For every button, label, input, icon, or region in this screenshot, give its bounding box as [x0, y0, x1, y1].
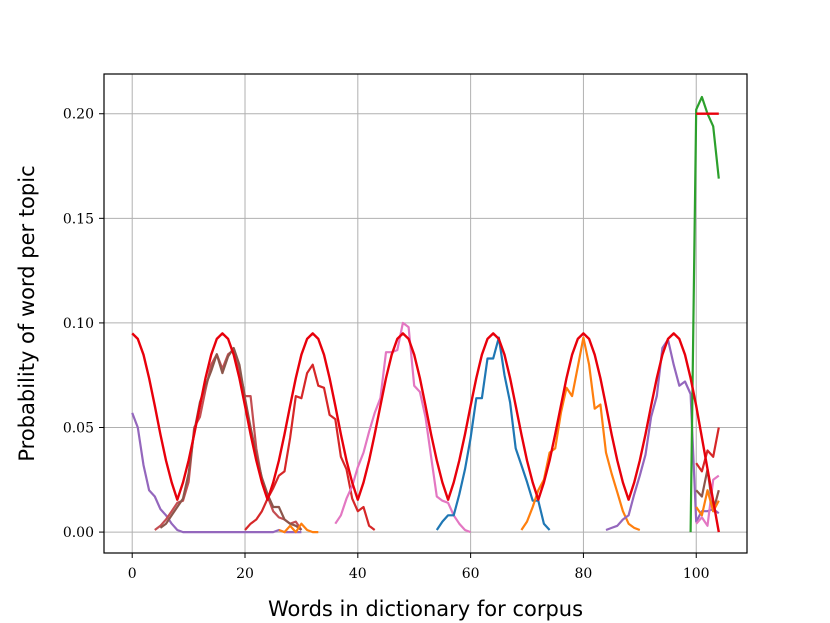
- y-axis-label: Probability of word per topic: [15, 165, 39, 461]
- series-line: [244, 363, 376, 531]
- true-topic-line: [131, 332, 720, 533]
- series-line: [689, 95, 720, 533]
- series-line: [435, 336, 551, 531]
- series-line: [154, 349, 303, 531]
- x-axis-label: Words in dictionary for corpus: [268, 597, 583, 621]
- grid: [104, 74, 747, 553]
- x-tick-label: 20: [236, 566, 254, 582]
- series-line: [278, 522, 319, 534]
- series-line: [695, 474, 720, 527]
- plot-area: [131, 95, 720, 534]
- x-tick-label: 80: [575, 566, 593, 582]
- series-line: [159, 346, 303, 531]
- y-tick-label: 0.20: [63, 107, 94, 123]
- x-tick-label: 60: [462, 566, 480, 582]
- y-tick-label: 0.15: [63, 211, 94, 227]
- y-tick-label: 0.10: [63, 316, 94, 332]
- x-tick-label: 0: [128, 566, 137, 582]
- series-line: [334, 321, 471, 534]
- y-tick-label: 0.05: [63, 420, 94, 436]
- series-line: [605, 338, 720, 532]
- y-tick-label: 0.00: [63, 525, 94, 541]
- axes-frame: [103, 73, 748, 554]
- x-tick-label: 40: [349, 566, 367, 582]
- series-line: [695, 427, 720, 473]
- x-tick-label: 100: [683, 566, 710, 582]
- series-line: [131, 412, 302, 534]
- ticks: 0 20 40 60 80 100 0.00 0.05 0.10 0.15 0.20: [63, 107, 710, 582]
- series-line: [520, 336, 641, 532]
